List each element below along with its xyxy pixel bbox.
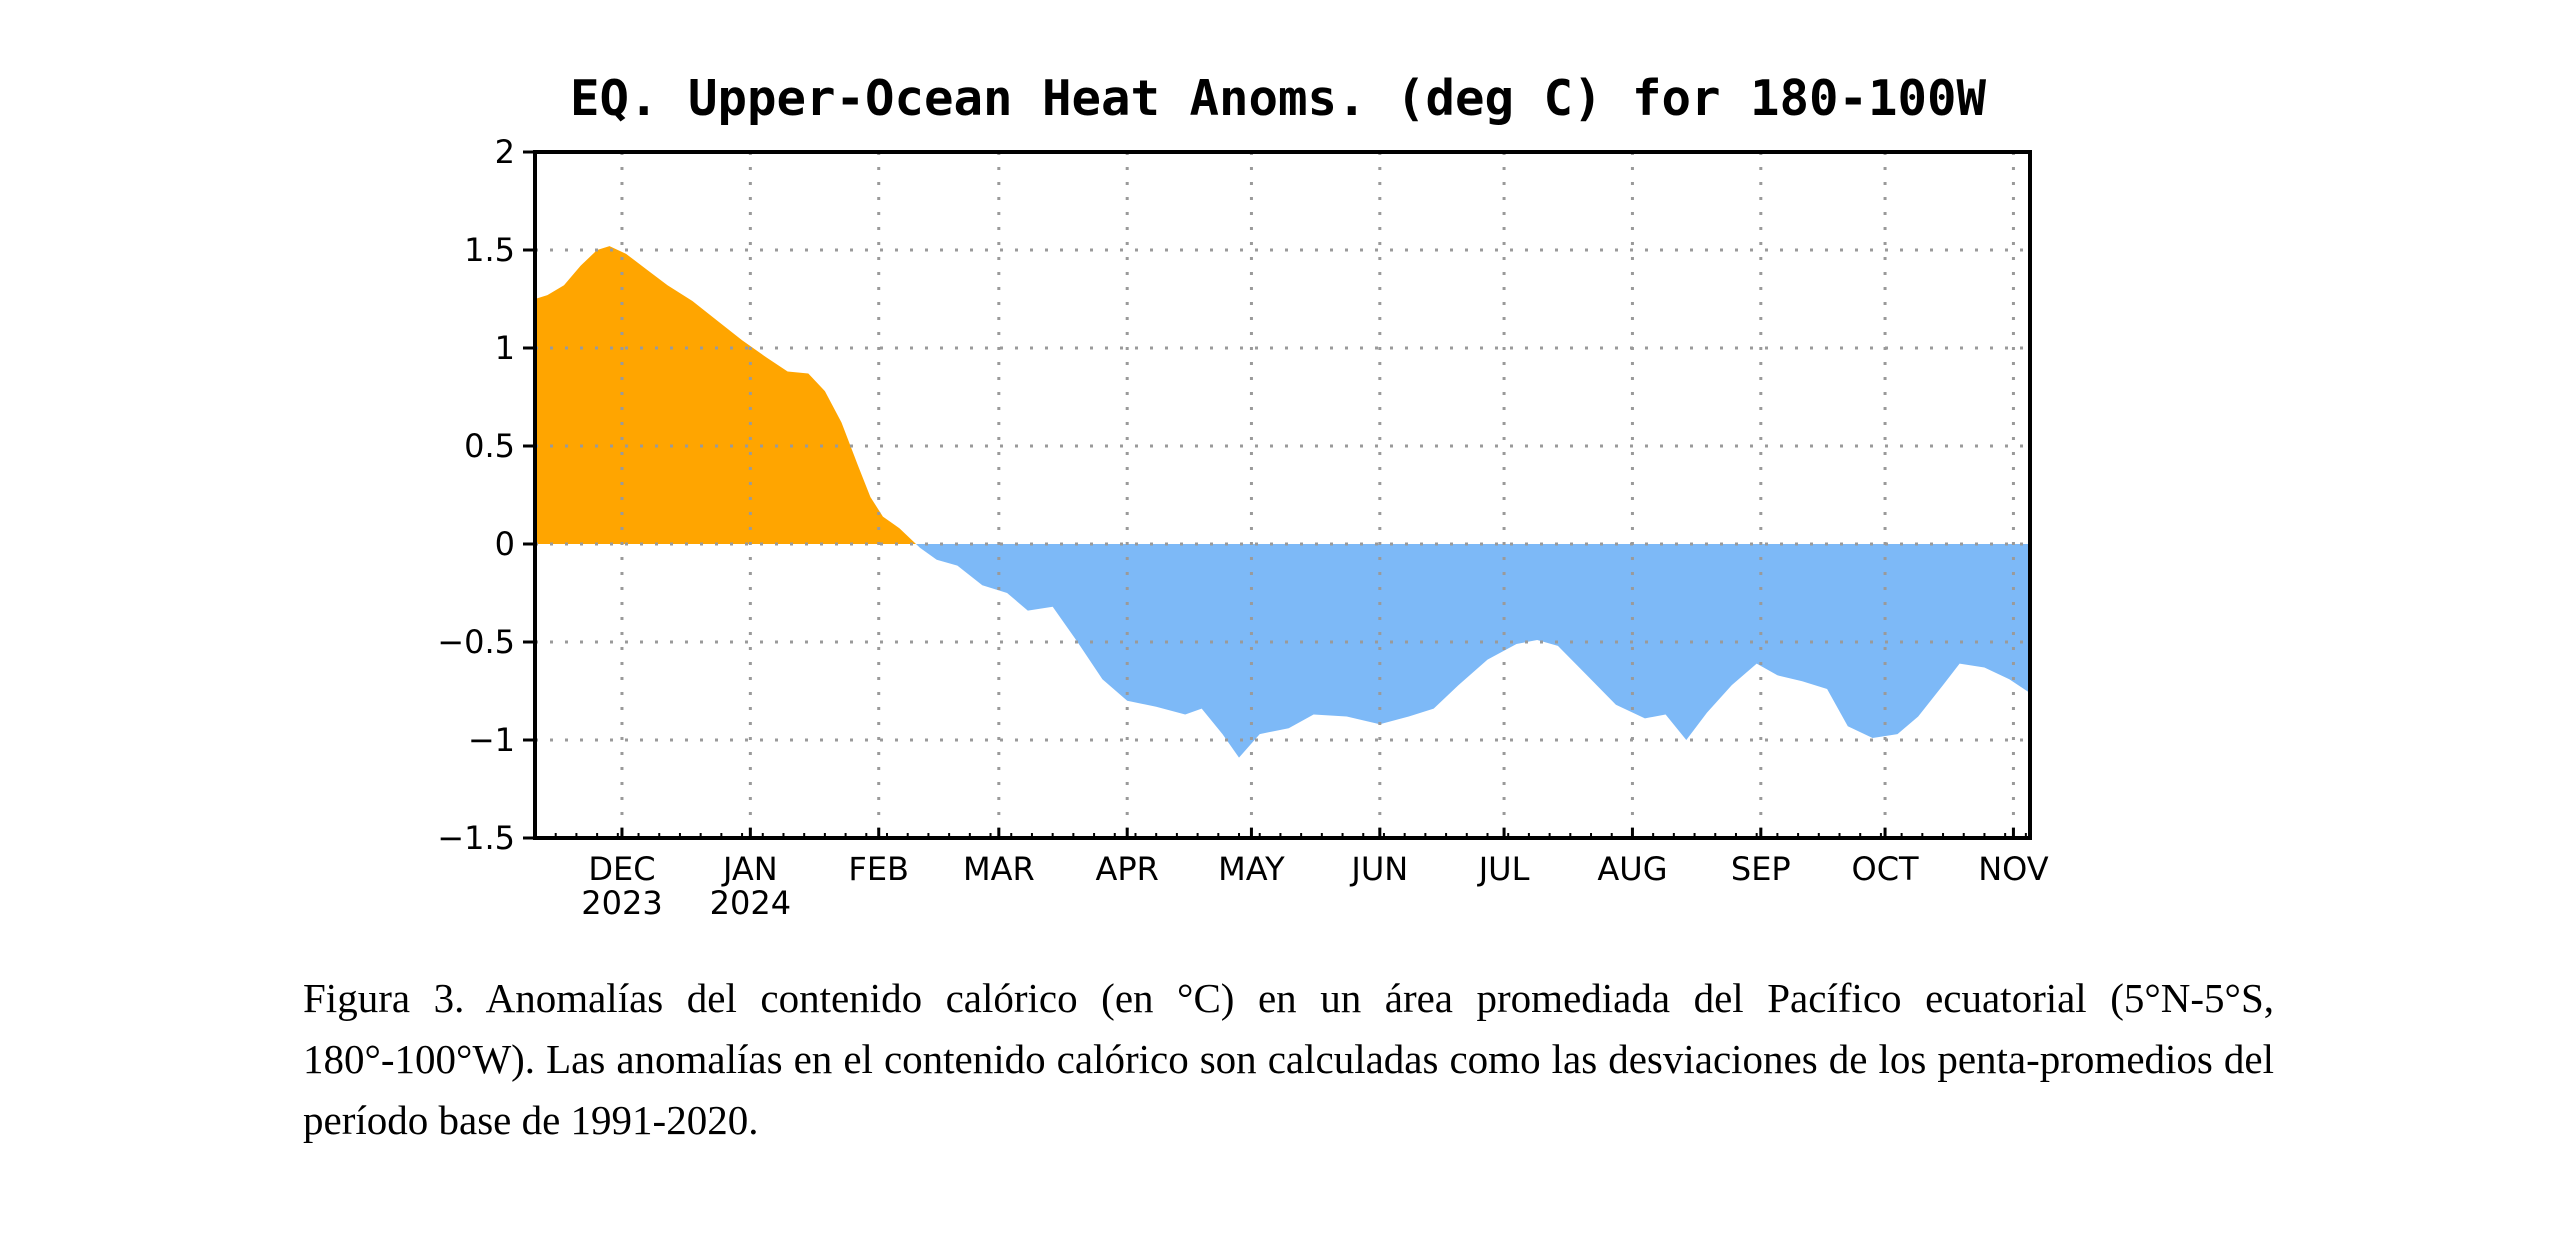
figure-caption: Figura 3. Anomalías del contenido calóri… <box>303 975 2274 1143</box>
chart-title: EQ. Upper-Ocean Heat Anoms. (deg C) for … <box>570 70 1987 127</box>
plot-frame <box>533 150 2032 840</box>
heat-anomaly-chart: EQ. Upper-Ocean Heat Anoms. (deg C) for … <box>437 70 2048 922</box>
y-tick-label: 1 <box>495 329 515 367</box>
negative-anomaly-area <box>535 544 2030 758</box>
positive-anomaly-area <box>535 246 2030 544</box>
y-tick-label: −1.5 <box>437 819 515 857</box>
y-tick-label: 0 <box>495 525 515 563</box>
x-tick-label: FEB <box>848 850 909 888</box>
y-tick-label: 2 <box>495 133 515 171</box>
x-tick-label: OCT <box>1852 850 1920 888</box>
y-tick-label: 1.5 <box>464 231 515 269</box>
x-tick-label: JUN <box>1349 850 1408 888</box>
x-tick-label: SEP <box>1731 850 1791 888</box>
grid-layer <box>535 150 2030 838</box>
x-tick-label: AUG <box>1597 850 1667 888</box>
x-tick-label: JAN <box>721 850 778 888</box>
x-tick-year-label: 2024 <box>710 884 791 922</box>
x-tick-label: NOV <box>1978 850 2049 888</box>
y-tick-label: −0.5 <box>437 623 515 661</box>
y-tick-label: −1 <box>468 721 515 759</box>
x-tick-label: MAY <box>1218 850 1285 888</box>
area-fill-layer <box>535 246 2030 758</box>
axis-layer <box>523 150 2032 840</box>
x-tick-label: JUL <box>1477 850 1530 888</box>
x-tick-label: MAR <box>963 850 1035 888</box>
x-tick-label: APR <box>1095 850 1158 888</box>
x-tick-label: DEC <box>588 850 655 888</box>
x-tick-year-label: 2023 <box>581 884 662 922</box>
y-tick-label: 0.5 <box>464 427 515 465</box>
